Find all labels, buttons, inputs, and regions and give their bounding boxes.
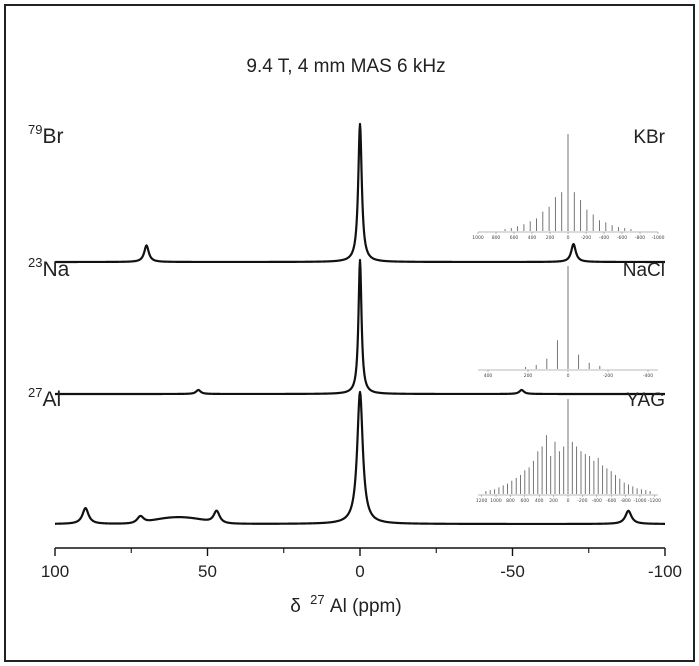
spectrum-line-kbr [54,122,666,264]
inset-tick-label: -800 [620,498,630,504]
nucleus-mass: 27 [28,385,42,400]
nucleus-label-nacl: 23Na [28,255,70,281]
inset-kbr: 1000 800 600 400 200 0 -200 -400 -600 -800 -1000 [472,134,665,241]
sample-label-yag: YAG [626,390,665,411]
inset-tick-label: -800 [635,235,645,241]
inset-tick-label: 0 [567,373,570,379]
inset-tick-label: -400 [599,235,609,241]
inset-tick-label: 400 [528,235,537,241]
sample-label-kbr: KBr [633,127,665,148]
inset-tick-label: 600 [521,498,530,504]
inset-tick-label: 200 [524,373,533,379]
inset-tick-label: 1200 [476,498,488,504]
inset-tick-label: 1000 [472,235,484,241]
inset-yag: 1200 1000 800 600 400 200 0 -200 -400 -600 -800 -10… [476,399,661,504]
nucleus-label-yag: 27Al [28,385,61,411]
inset-tick-label: -200 [603,373,613,379]
spectrum-line-yag [54,390,666,526]
inset-tick-label: 400 [535,498,544,504]
x-axis: 100 50 0 -50 -100 [41,547,682,581]
figure-frame [4,4,695,662]
insets-group: 1000 800 600 400 200 0 -200 -400 -600 -800 -100040… [472,134,665,504]
inset-tick-label: -600 [617,235,627,241]
inset-tick-label: -1200 [648,498,661,504]
inset-tick-label: -1000 [633,498,646,504]
x-tick-label: -100 [648,562,682,581]
inset-tick-label: -1000 [651,235,664,241]
inset-tick-label: 600 [510,235,519,241]
inset-tick-label: -400 [643,373,653,379]
x-axis-unit: Al (ppm) [330,596,402,617]
x-axis-symbol: δ [290,596,301,617]
inset-tick-label: -200 [581,235,591,241]
inset-tick-label: 800 [506,498,515,504]
nucleus-symbol: Na [42,258,69,281]
inset-nacl: 400 200 0 -200 -400 [478,266,658,379]
sample-label-nacl: NaCl [623,260,665,281]
inset-tick-label: 800 [492,235,501,241]
x-tick-label: 0 [355,562,364,581]
inset-tick-label: 200 [546,235,555,241]
chart-title: 9.4 T, 4 mm MAS 6 kHz [246,56,445,77]
labels-group: 79Br KBr 23Na NaCl 27Al YAG [28,122,666,411]
inset-tick-label: 0 [567,235,570,241]
inset-tick-label: -200 [577,498,587,504]
spectrum-line-nacl [54,258,666,396]
x-axis-label: δ 27 Al (ppm) [290,588,401,617]
spectra-group [54,122,666,526]
nucleus-mass: 23 [28,255,42,270]
nucleus-symbol: Al [42,388,61,411]
inset-tick-label: 200 [549,498,558,504]
x-axis-mass: 27 [310,592,324,607]
inset-tick-label: -600 [606,498,616,504]
inset-tick-label: 0 [567,498,570,504]
nucleus-label-kbr: 79Br [28,122,63,148]
inset-tick-label: 400 [484,373,493,379]
x-tick-label: 50 [198,562,217,581]
inset-tick-label: 1000 [490,498,502,504]
x-tick-label: -50 [500,562,525,581]
nucleus-mass: 79 [28,122,42,137]
inset-tick-label: -400 [592,498,602,504]
x-tick-label: 100 [41,562,69,581]
nucleus-symbol: Br [42,125,63,148]
